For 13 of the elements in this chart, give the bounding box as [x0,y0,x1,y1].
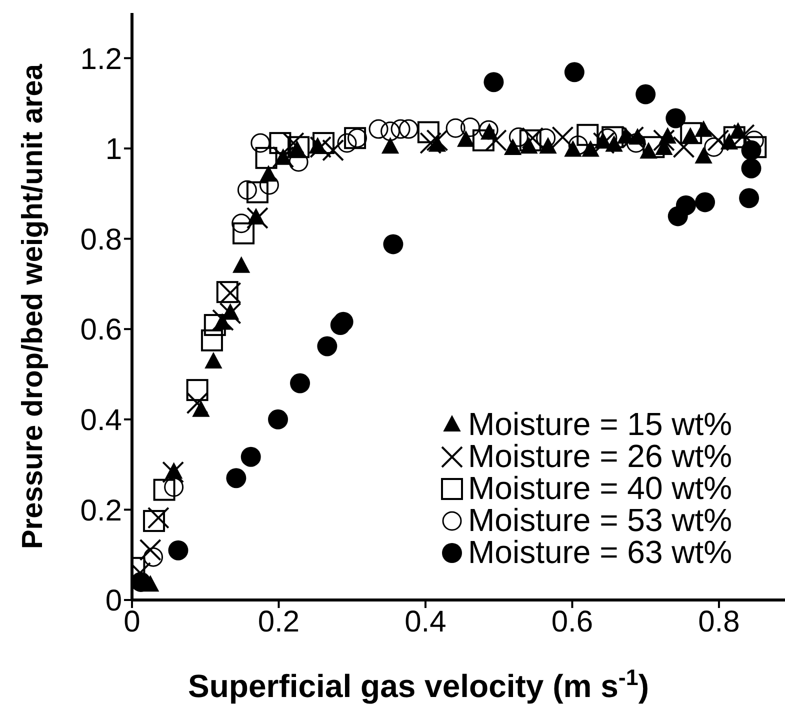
x-tick-label: 0.2 [258,605,300,638]
x-axis-title: Superficial gas velocity (m s$^{-1}$) [188,664,649,704]
x-tick-label: 0.8 [698,605,740,638]
y-tick-label: 0.6 [80,314,122,347]
x-tick-label: 0.4 [404,605,446,638]
y-tick-label: 1 [105,133,122,166]
x-tick-label: 0.6 [551,605,594,638]
y-tick-label: 0 [105,584,122,618]
y-tick-label: 1.2 [80,42,122,76]
y-tick-label: 0.2 [80,494,122,528]
y-tick-label: 0.8 [80,223,122,256]
y-axis-title: Pressure drop/bed weight/unit area [16,63,49,550]
y-tick-label: 0.4 [80,404,122,438]
